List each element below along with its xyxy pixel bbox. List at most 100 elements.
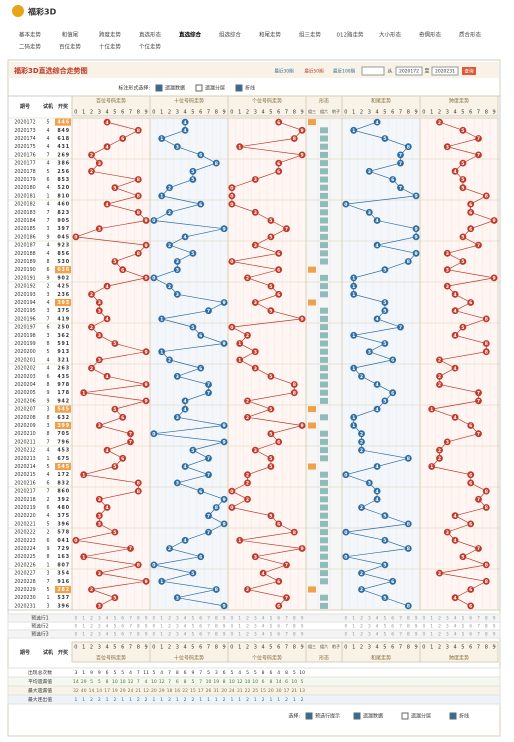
preselect-digit[interactable]: 8 [485, 616, 488, 622]
preselect-digit[interactable]: 0 [230, 624, 233, 630]
preselect-digit[interactable]: 1 [160, 632, 163, 638]
preselect-digit[interactable]: 4 [106, 632, 109, 638]
preselect-digit[interactable]: 5 [113, 624, 116, 630]
preselect-digit[interactable]: 8 [485, 624, 488, 630]
preselect-digit[interactable]: 1 [430, 632, 433, 638]
range-link[interactable]: 最近100期 [333, 68, 356, 75]
preselect-digit[interactable]: 4 [106, 616, 109, 622]
preselect-digit[interactable]: 9 [145, 624, 148, 630]
preselect-digit[interactable]: 1 [82, 616, 85, 622]
preselect-digit[interactable]: 3 [446, 632, 449, 638]
preselect-digit[interactable]: 6 [277, 624, 280, 630]
preselect-digit[interactable]: 0 [74, 632, 77, 638]
nav-link[interactable]: 和尾走势 [259, 31, 282, 39]
preselect-digit[interactable]: 9 [301, 632, 304, 638]
preselect-digit[interactable]: 1 [238, 624, 241, 630]
nav-link[interactable]: 组三走势 [299, 31, 322, 39]
preselect-digit[interactable]: 9 [415, 632, 418, 638]
preselect-digit[interactable]: 3 [254, 624, 257, 630]
preselect-digit[interactable]: 5 [113, 616, 116, 622]
preselect-digit[interactable]: 4 [106, 624, 109, 630]
nav-link[interactable]: 基本走势 [19, 31, 42, 39]
preselect-digit[interactable]: 0 [74, 624, 77, 630]
preselect-digit[interactable]: 1 [160, 616, 163, 622]
preselect-digit[interactable]: 5 [461, 632, 464, 638]
preselect-digit[interactable]: 9 [301, 616, 304, 622]
preselect-digit[interactable]: 8 [293, 632, 296, 638]
preselect-digit[interactable]: 9 [301, 624, 304, 630]
preselect-digit[interactable]: 9 [493, 632, 496, 638]
preselect-digit[interactable]: 0 [152, 624, 155, 630]
preselect-digit[interactable]: 2 [360, 624, 363, 630]
checkbox[interactable] [353, 712, 361, 720]
preselect-digit[interactable]: 4 [376, 624, 379, 630]
preselect-digit[interactable]: 7 [207, 624, 210, 630]
preselect-digit[interactable]: 8 [215, 616, 218, 622]
preselect-digit[interactable]: 4 [184, 616, 187, 622]
preselect-digit[interactable]: 5 [383, 624, 386, 630]
preselect-digit[interactable]: 6 [469, 616, 472, 622]
preselect-digit[interactable]: 2 [360, 632, 363, 638]
preselect-digit[interactable]: 0 [422, 632, 425, 638]
preselect-digit[interactable]: 1 [238, 616, 241, 622]
preselect-digit[interactable]: 9 [223, 632, 226, 638]
preselect-digit[interactable]: 2 [246, 616, 249, 622]
preselect-digit[interactable]: 2 [168, 632, 171, 638]
preselect-digit[interactable]: 0 [422, 616, 425, 622]
preselect-digit[interactable]: 4 [454, 624, 457, 630]
preselect-digit[interactable]: 7 [399, 616, 402, 622]
nav-link[interactable]: 质合形态 [459, 31, 482, 39]
preselect-digit[interactable]: 2 [90, 632, 93, 638]
preselect-digit[interactable]: 1 [352, 632, 355, 638]
preselect-digit[interactable]: 4 [262, 624, 265, 630]
preselect-digit[interactable]: 6 [199, 624, 202, 630]
preselect-digit[interactable]: 6 [121, 632, 124, 638]
preselect-digit[interactable]: 3 [176, 632, 179, 638]
preselect-digit[interactable]: 9 [223, 616, 226, 622]
preselect-digit[interactable]: 9 [415, 624, 418, 630]
preselect-digit[interactable]: 7 [285, 616, 288, 622]
preselect-digit[interactable]: 1 [82, 632, 85, 638]
preselect-digit[interactable]: 7 [399, 632, 402, 638]
preselect-digit[interactable]: 8 [137, 616, 140, 622]
preselect-digit[interactable]: 2 [90, 616, 93, 622]
preselect-digit[interactable]: 2 [168, 624, 171, 630]
preselect-digit[interactable]: 8 [407, 616, 410, 622]
preselect-digit[interactable]: 3 [368, 616, 371, 622]
preselect-digit[interactable]: 0 [152, 616, 155, 622]
select[interactable] [361, 66, 385, 76]
preselect-digit[interactable]: 9 [415, 616, 418, 622]
preselect-digit[interactable]: 4 [376, 632, 379, 638]
preselect-digit[interactable]: 1 [82, 624, 85, 630]
preselect-digit[interactable]: 0 [74, 616, 77, 622]
preselect-digit[interactable]: 1 [160, 624, 163, 630]
preselect-digit[interactable]: 0 [230, 616, 233, 622]
preselect-digit[interactable]: 3 [98, 632, 101, 638]
nav-link[interactable]: 直选形态 [139, 31, 162, 39]
checkbox[interactable] [305, 712, 313, 720]
preselect-digit[interactable]: 3 [176, 616, 179, 622]
preselect-digit[interactable]: 8 [293, 616, 296, 622]
preselect-digit[interactable]: 7 [477, 616, 480, 622]
preselect-digit[interactable]: 6 [469, 624, 472, 630]
preselect-digit[interactable]: 4 [454, 632, 457, 638]
preselect-digit[interactable]: 0 [422, 624, 425, 630]
preselect-digit[interactable]: 6 [199, 616, 202, 622]
preselect-digit[interactable]: 7 [477, 632, 480, 638]
preselect-digit[interactable]: 9 [493, 624, 496, 630]
preselect-digit[interactable]: 8 [293, 624, 296, 630]
nav-link[interactable]: 跨度走势 [99, 31, 122, 39]
preselect-digit[interactable]: 3 [446, 624, 449, 630]
preselect-digit[interactable]: 2 [360, 616, 363, 622]
preselect-digit[interactable]: 0 [152, 632, 155, 638]
preselect-digit[interactable]: 6 [277, 632, 280, 638]
nav-link[interactable]: 十位走势 [99, 43, 122, 51]
nav-link[interactable]: 奇偶形态 [419, 31, 442, 39]
preselect-digit[interactable]: 5 [191, 616, 194, 622]
preselect-digit[interactable]: 7 [129, 616, 132, 622]
nav-link[interactable]: 大小形态 [379, 31, 402, 39]
preselect-digit[interactable]: 7 [399, 624, 402, 630]
to-input[interactable] [431, 66, 459, 76]
preselect-digit[interactable]: 8 [407, 632, 410, 638]
nav-link[interactable]: 直选综合 [179, 31, 202, 39]
